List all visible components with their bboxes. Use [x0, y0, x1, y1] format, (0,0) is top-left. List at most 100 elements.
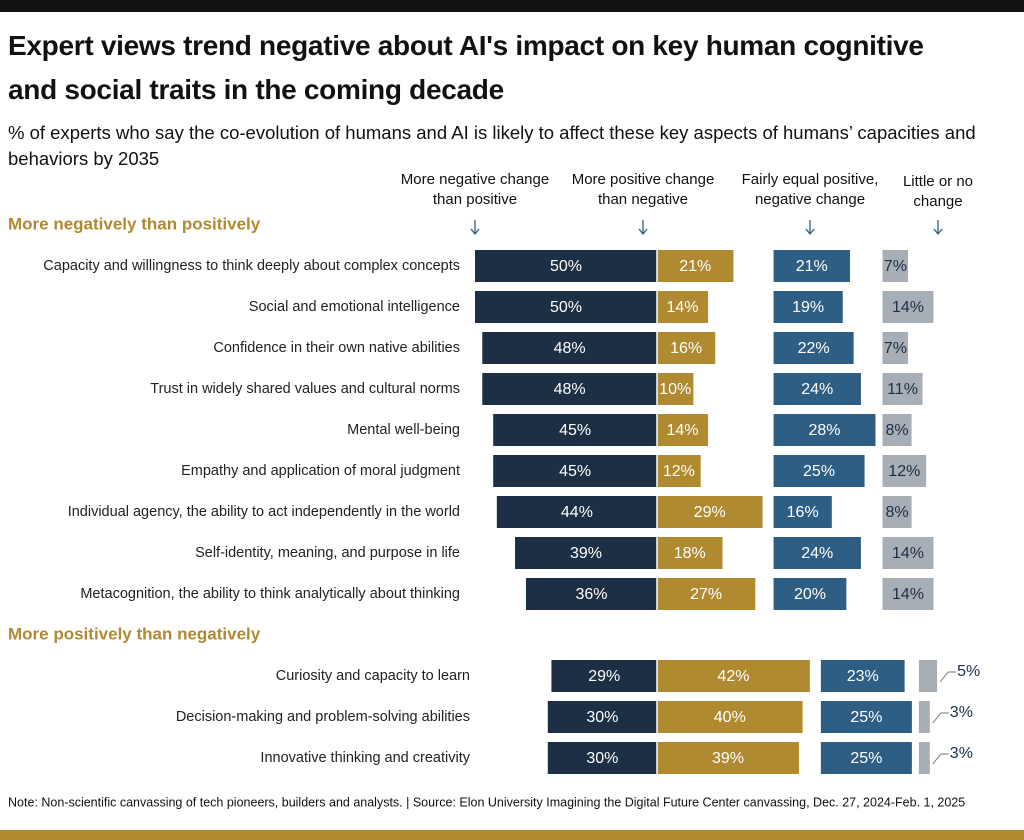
bar — [547, 701, 657, 733]
value-label: 8% — [885, 422, 908, 439]
bar — [773, 373, 861, 405]
bar — [882, 578, 934, 610]
group-label: More negatively than positively — [8, 214, 261, 233]
bar — [515, 537, 657, 569]
legend-arrow — [638, 220, 648, 236]
legend-entry: More negative change than positive — [400, 171, 550, 208]
bar — [493, 414, 657, 446]
value-label: 18% — [674, 545, 706, 562]
value-label: 20% — [794, 586, 826, 603]
bar — [773, 250, 850, 282]
category-label: Curiosity and capacity to learn — [276, 668, 470, 684]
value-label: 28% — [809, 422, 841, 439]
leader-line — [932, 753, 949, 765]
value-label: 42% — [717, 668, 749, 685]
legend-entry: More positive change than negative — [571, 171, 715, 208]
value-label: 7% — [884, 258, 907, 275]
bar — [918, 660, 938, 692]
value-label: 36% — [575, 586, 607, 603]
bar — [882, 455, 927, 487]
value-label: 12% — [888, 463, 920, 480]
legend-arrow — [805, 220, 815, 236]
bar — [882, 373, 923, 405]
value-label: 24% — [801, 381, 833, 398]
value-label: 5% — [957, 663, 980, 680]
bar — [551, 660, 657, 692]
bar — [773, 332, 854, 364]
value-label: 30% — [586, 750, 618, 767]
value-label: 14% — [892, 545, 924, 562]
bar — [882, 414, 912, 446]
legend-arrow — [470, 220, 480, 236]
group-label: More positively than negatively — [8, 624, 261, 643]
value-label: 25% — [803, 463, 835, 480]
leader-line — [932, 712, 949, 724]
chart-subtitle: % of experts who say the co-evolution of… — [8, 122, 976, 169]
bar — [882, 250, 908, 282]
value-label: 8% — [885, 504, 908, 521]
value-label: 45% — [559, 422, 591, 439]
bar — [773, 496, 832, 528]
bar — [657, 578, 756, 610]
bar — [657, 373, 694, 405]
category-label: Empathy and application of moral judgmen… — [181, 463, 460, 479]
value-label: 45% — [559, 463, 591, 480]
value-label: 48% — [554, 340, 586, 357]
bar — [820, 701, 912, 733]
bar — [657, 496, 763, 528]
bar — [657, 537, 723, 569]
value-label: 29% — [694, 504, 726, 521]
category-label: Confidence in their own native abilities — [213, 340, 460, 356]
value-label: 25% — [850, 750, 882, 767]
legend-entry: Fairly equal positive, negative change — [741, 171, 879, 208]
bar — [547, 742, 657, 774]
bar — [882, 332, 908, 364]
bar — [493, 455, 657, 487]
bar — [657, 414, 708, 446]
category-label: Metacognition, the ability to think anal… — [80, 586, 460, 602]
bar — [918, 742, 930, 774]
bottom-band — [0, 830, 1024, 840]
value-label: 3% — [950, 745, 973, 762]
value-label: 30% — [586, 709, 618, 726]
bar — [882, 496, 912, 528]
legend-arrow — [933, 220, 943, 236]
bar — [657, 250, 734, 282]
category-label: Self-identity, meaning, and purpose in l… — [195, 545, 460, 561]
value-label: 16% — [670, 340, 702, 357]
leader-line — [939, 671, 957, 683]
bar — [482, 373, 657, 405]
value-label: 14% — [666, 299, 698, 316]
value-label: 3% — [950, 704, 973, 721]
category-label: Capacity and willingness to think deeply… — [43, 258, 460, 274]
value-label: 14% — [892, 299, 924, 316]
bar — [482, 332, 657, 364]
bar — [773, 455, 865, 487]
value-label: 19% — [792, 299, 824, 316]
value-label: 48% — [554, 381, 586, 398]
value-label: 39% — [570, 545, 602, 562]
value-label: 40% — [714, 709, 746, 726]
value-label: 50% — [550, 258, 582, 275]
value-label: 11% — [887, 381, 918, 398]
value-label: 27% — [690, 586, 722, 603]
value-label: 21% — [796, 258, 828, 275]
bar — [820, 742, 912, 774]
bar — [773, 414, 876, 446]
bar — [918, 701, 930, 733]
value-label: 7% — [884, 340, 907, 357]
value-label: 25% — [850, 709, 882, 726]
category-label: Individual agency, the ability to act in… — [68, 504, 460, 520]
value-label: 21% — [679, 258, 711, 275]
category-label: Decision-making and problem-solving abil… — [176, 709, 470, 725]
bar — [657, 291, 708, 323]
bar — [773, 537, 861, 569]
bar — [773, 291, 843, 323]
bar — [657, 332, 716, 364]
bar — [882, 291, 934, 323]
bar — [657, 455, 701, 487]
value-label: 44% — [561, 504, 593, 521]
bar — [475, 250, 657, 282]
